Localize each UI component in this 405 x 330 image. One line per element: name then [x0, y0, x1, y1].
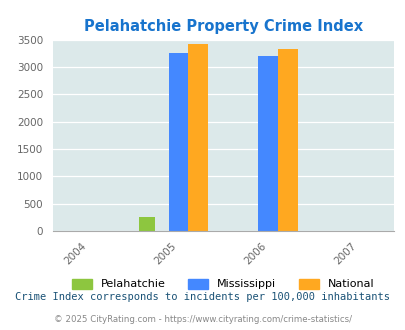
- Bar: [258, 56, 277, 231]
- Bar: [188, 44, 207, 231]
- Bar: [277, 49, 297, 231]
- Bar: [139, 217, 155, 231]
- Text: Crime Index corresponds to incidents per 100,000 inhabitants: Crime Index corresponds to incidents per…: [15, 292, 390, 302]
- Legend: Pelahatchie, Mississippi, National: Pelahatchie, Mississippi, National: [72, 279, 373, 289]
- Bar: [168, 53, 188, 231]
- Text: © 2025 CityRating.com - https://www.cityrating.com/crime-statistics/: © 2025 CityRating.com - https://www.city…: [54, 315, 351, 324]
- Title: Pelahatchie Property Crime Index: Pelahatchie Property Crime Index: [83, 19, 362, 34]
